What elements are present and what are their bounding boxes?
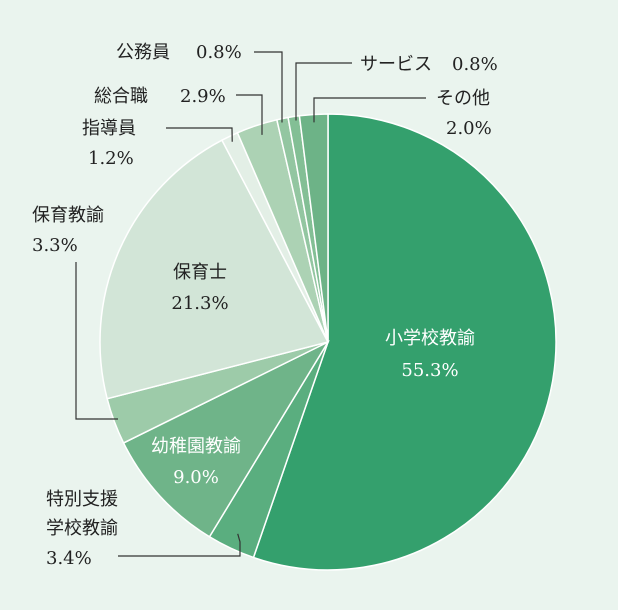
slice-label-1: 小学校教諭 xyxy=(385,328,475,349)
slice-value_label-7: 2.9% xyxy=(180,86,226,107)
slice-label-5: 保育士 xyxy=(173,262,227,283)
leader-line-8 xyxy=(254,51,283,123)
slice-label-9: サービス xyxy=(360,54,432,75)
slice-value_label-1: 55.3% xyxy=(401,360,458,381)
slice-value_label-6: 1.2% xyxy=(88,148,134,169)
leader-line-4 xyxy=(75,262,118,420)
pie-slice-5 xyxy=(99,139,330,400)
slice-label-4: 保育教諭 xyxy=(32,205,104,226)
slice-label-8: 公務員 xyxy=(116,42,170,63)
leader-line-10 xyxy=(313,97,426,123)
slice-label-10: その他 xyxy=(436,88,490,109)
slice-value_label-9: 0.8% xyxy=(452,54,498,75)
slice-label-3: 幼稚園教諭 xyxy=(151,436,241,457)
pie-slice-3 xyxy=(122,340,330,538)
slice-value_label-2: 3.4% xyxy=(46,548,92,569)
slice-value_label-8: 0.8% xyxy=(196,42,242,63)
pie-slice-1 xyxy=(252,113,557,571)
slice-label-6: 指導員 xyxy=(82,118,136,139)
slice-value_label-3: 9.0% xyxy=(173,467,219,488)
slice-label-7: 総合職 xyxy=(94,86,148,107)
slice-label-2: 特別支援学校教諭 xyxy=(46,489,118,539)
leader-line-9 xyxy=(295,62,352,121)
leader-line-7 xyxy=(236,94,263,135)
leader-line-6 xyxy=(166,127,233,142)
slice-value_label-4: 3.3% xyxy=(32,235,78,256)
slice-value_label-5: 21.3% xyxy=(171,293,228,314)
slice-value_label-10: 2.0% xyxy=(446,118,492,139)
leader-line-2 xyxy=(118,533,241,557)
